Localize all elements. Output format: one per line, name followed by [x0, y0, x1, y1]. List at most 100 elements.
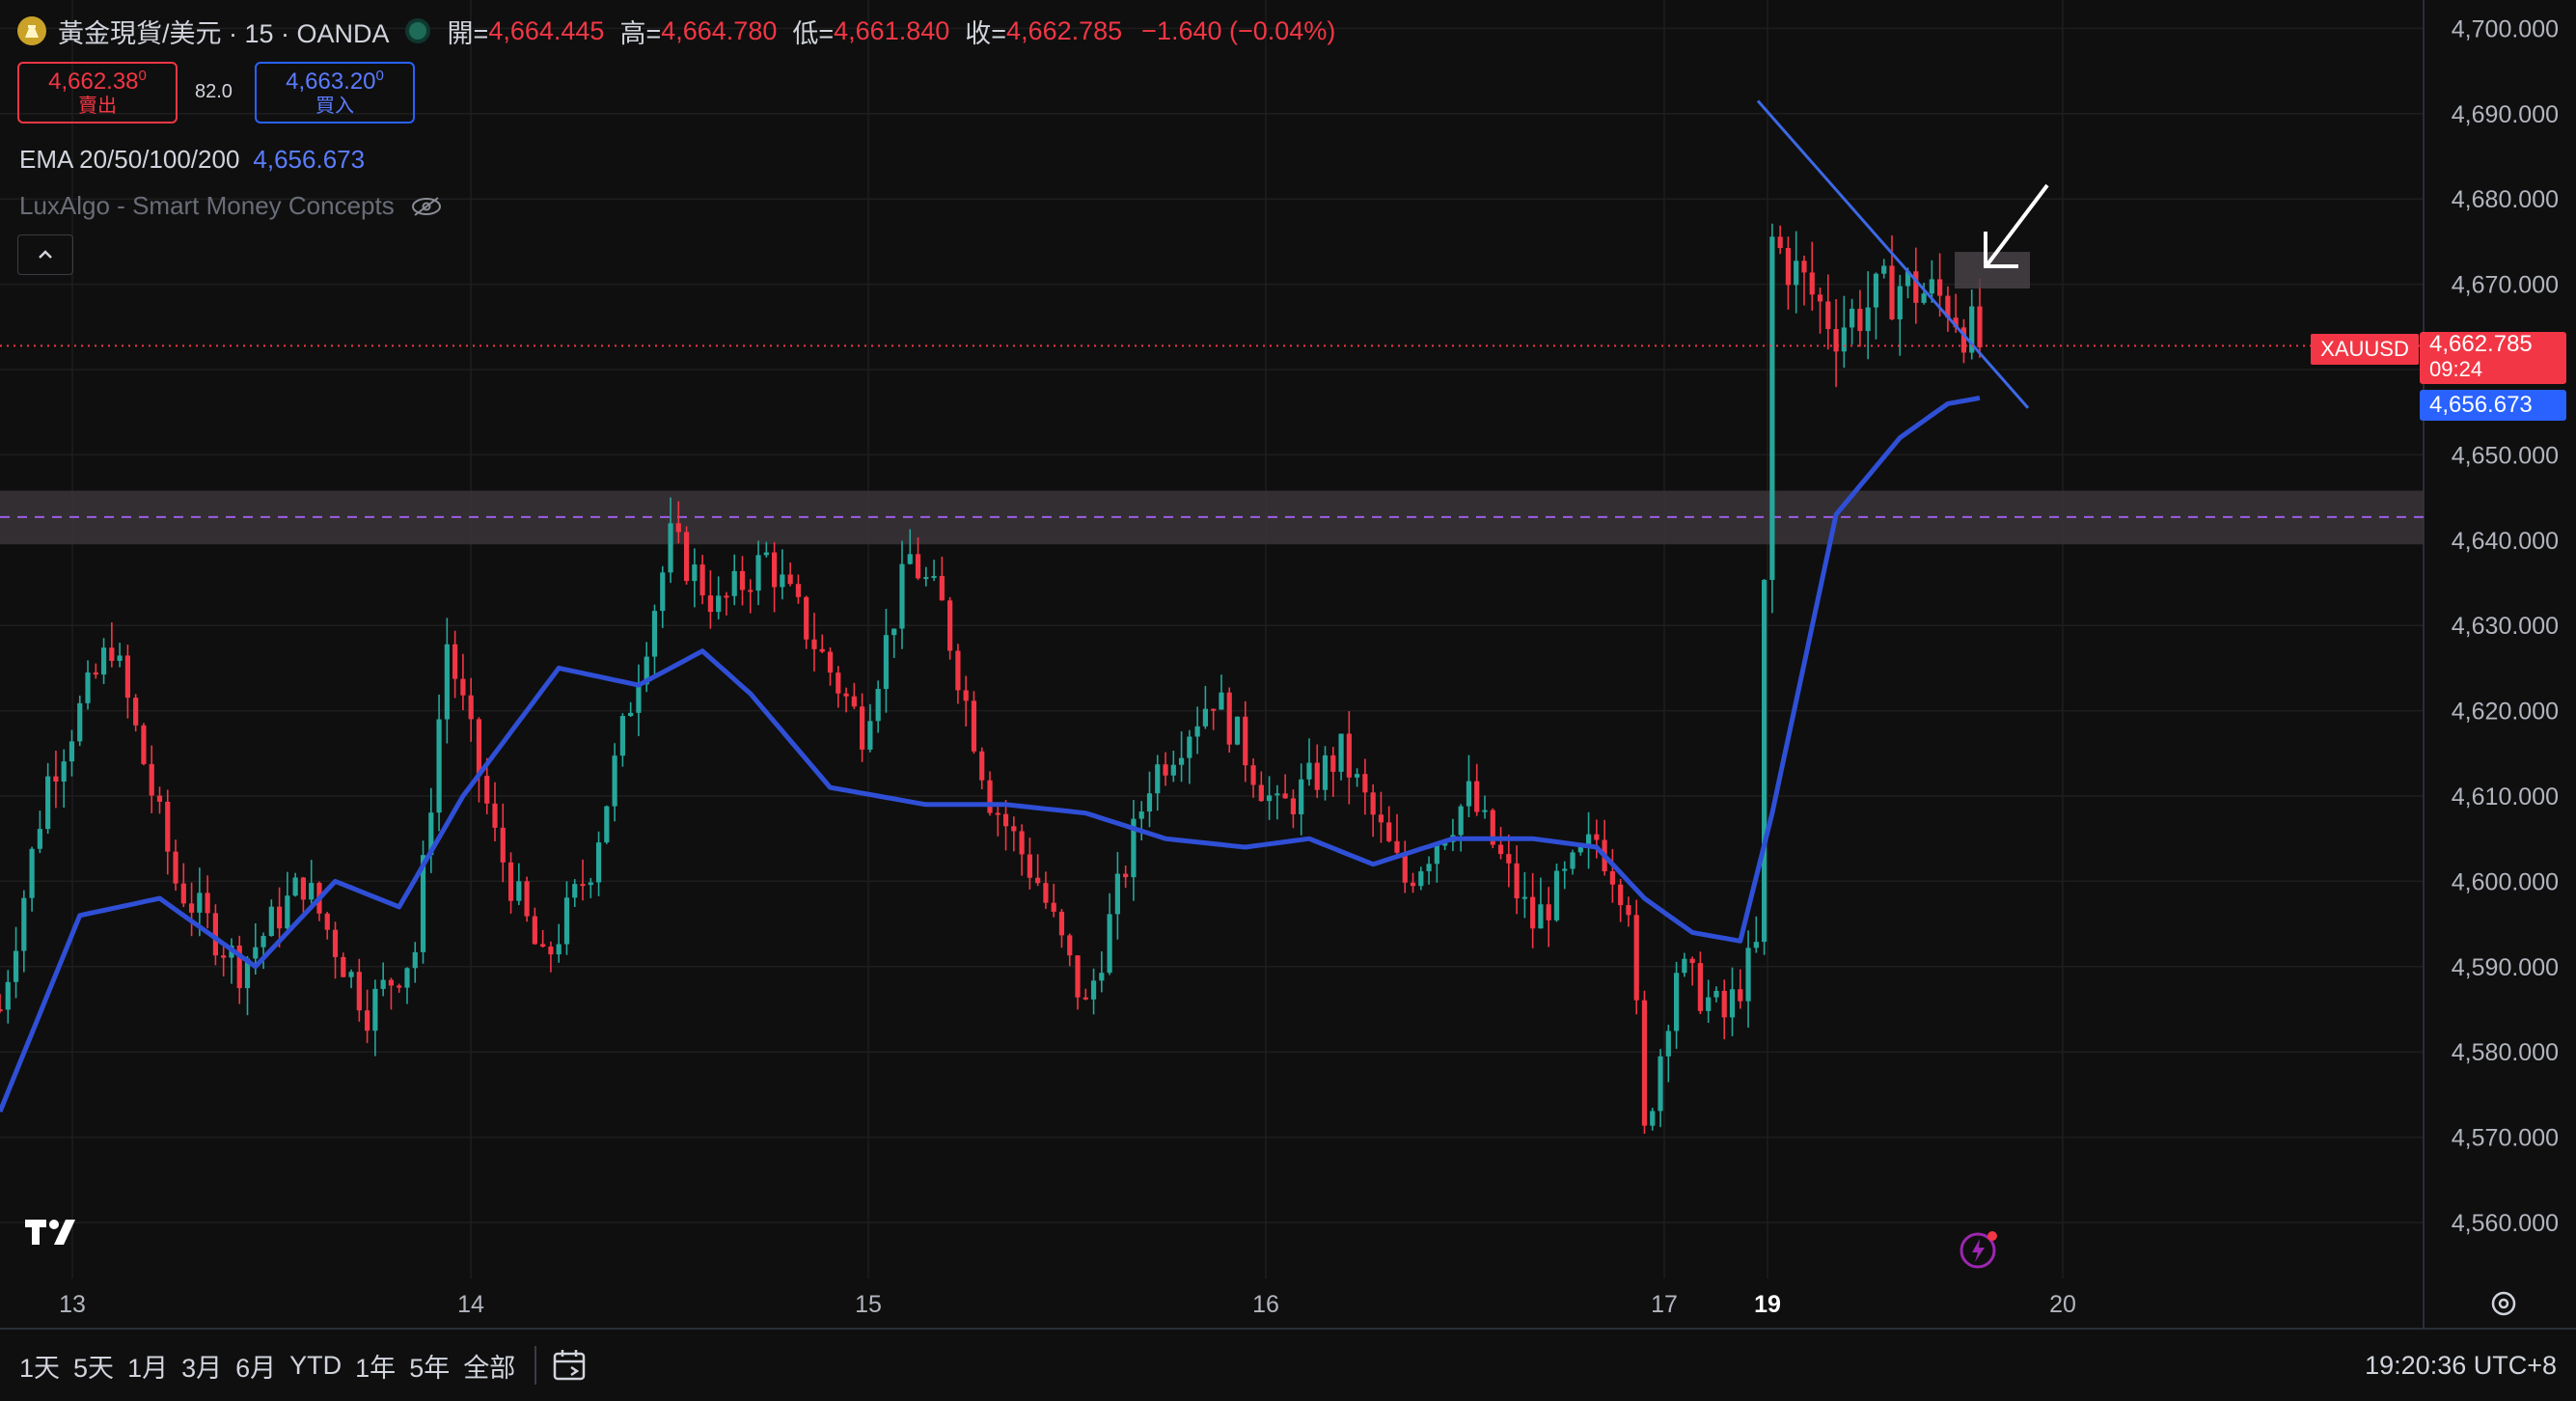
- candle-body: [923, 577, 929, 580]
- candle-body: [1418, 870, 1424, 887]
- range-5y-button[interactable]: 5年: [409, 1353, 451, 1383]
- buy-price: 4,663.20: [286, 69, 376, 96]
- price-tick-label: 4,580.000: [2452, 1039, 2559, 1066]
- candle-body: [628, 712, 634, 717]
- candle-body: [109, 647, 115, 661]
- candle-body: [309, 883, 315, 900]
- candle-body: [468, 695, 474, 720]
- candle-body: [1402, 852, 1408, 883]
- candle-body: [149, 763, 154, 796]
- candle-body: [93, 672, 98, 675]
- candle-body: [1482, 810, 1488, 812]
- candle-body: [748, 590, 754, 592]
- candle-body: [356, 972, 362, 1011]
- candle-body: [1282, 793, 1288, 799]
- buy-button[interactable]: 4,663.200 買入: [255, 62, 415, 124]
- gold-icon: [17, 16, 46, 45]
- candle-body: [668, 523, 673, 573]
- range-6m-button[interactable]: 6月: [235, 1353, 277, 1383]
- candle-body: [221, 955, 227, 958]
- range-1m-button[interactable]: 1月: [127, 1353, 169, 1383]
- candle-body: [1146, 793, 1153, 812]
- candle-body: [771, 552, 778, 588]
- candle-body: [276, 906, 283, 929]
- symbol-header: 黃金現貨/美元 · 15 · OANDA 開= 4,664.445 高= 4,664…: [17, 12, 1335, 50]
- candle-body: [1633, 915, 1639, 1001]
- grid: [0, 0, 2425, 1328]
- candle-body: [1219, 692, 1224, 710]
- date-range-icon[interactable]: [552, 1348, 590, 1383]
- range-1y-button[interactable]: 1年: [355, 1353, 397, 1383]
- range-all-button[interactable]: 全部: [463, 1353, 516, 1383]
- collapse-legend-button[interactable]: [17, 234, 73, 275]
- candle-body: [1706, 997, 1712, 1011]
- candle-body: [1155, 764, 1161, 794]
- candle-body: [1626, 905, 1631, 916]
- smc-label: LuxAlgo - Smart Money Concepts: [19, 191, 395, 220]
- time-axis: 13 14 15 16 17 19 20: [59, 1291, 2076, 1318]
- candle-body: [1809, 272, 1815, 295]
- candle-body: [69, 741, 75, 762]
- range-ytd-button[interactable]: YTD: [289, 1350, 343, 1380]
- clock-label[interactable]: 19:20:36 UTC+8: [2365, 1350, 2557, 1380]
- candle-body: [644, 656, 649, 685]
- candle-body: [1426, 864, 1432, 871]
- symbol-name[interactable]: 黃金現貨/美元 · 15 · OANDA: [58, 18, 390, 48]
- market-status-dot: [408, 22, 426, 40]
- candle-body: [1609, 870, 1615, 885]
- candle-body: [1753, 942, 1759, 948]
- smc-legend[interactable]: LuxAlgo - Smart Money Concepts: [19, 191, 443, 221]
- candle-body: [412, 951, 418, 969]
- range-1d-button[interactable]: 1天: [19, 1353, 61, 1383]
- sell-price: 4,662.38: [48, 69, 139, 96]
- candle-body: [1370, 792, 1376, 815]
- ema-legend[interactable]: EMA 20/50/100/200 4,656.673: [19, 145, 365, 175]
- ema-label: EMA 20/50/100/200: [19, 145, 240, 174]
- close-value: 4,662.785: [1006, 15, 1123, 45]
- ema-line: [0, 395, 1981, 1113]
- candle-body: [1953, 317, 1959, 328]
- price-tick-label: 4,620.000: [2452, 699, 2559, 726]
- candle-body: [484, 776, 490, 804]
- candle-body: [1801, 261, 1807, 273]
- candle-body: [867, 721, 873, 750]
- candle-body: [1362, 774, 1368, 793]
- candle-body: [1777, 236, 1783, 249]
- candle-body: [588, 882, 593, 886]
- candle-body: [1658, 1056, 1663, 1112]
- eye-hidden-icon[interactable]: [410, 196, 443, 217]
- candle-body: [236, 946, 242, 989]
- candle-body: [500, 827, 506, 863]
- candle-body: [1969, 306, 1975, 353]
- candle-body: [1641, 1000, 1648, 1126]
- candle-body: [795, 584, 802, 597]
- candle-body: [1107, 914, 1112, 974]
- candle-body: [692, 564, 698, 582]
- range-5d-button[interactable]: 5天: [73, 1353, 115, 1383]
- candle-body: [292, 877, 298, 896]
- candle-body: [212, 913, 219, 956]
- candle-body: [979, 751, 985, 781]
- candle-body: [1138, 811, 1144, 819]
- range-3m-button[interactable]: 3月: [181, 1353, 223, 1383]
- candle-body: [1850, 308, 1855, 328]
- candle-body: [580, 884, 586, 887]
- candle-body: [907, 554, 913, 564]
- spread-value: 82.0: [195, 81, 233, 102]
- candle-body: [683, 532, 690, 582]
- candle-body: [516, 881, 522, 901]
- candle-body: [804, 596, 809, 640]
- lightning-icon[interactable]: [1959, 1227, 2001, 1275]
- candle-body: [1170, 764, 1176, 776]
- candle-body: [1889, 265, 1895, 319]
- chevron-up-icon: [39, 250, 52, 259]
- candle-body: [1178, 757, 1185, 765]
- candle-body: [836, 673, 841, 694]
- sell-button[interactable]: 4,662.380 賣出: [17, 62, 178, 124]
- arrow-annotation: [1984, 183, 2049, 268]
- settings-icon[interactable]: [2487, 1287, 2520, 1325]
- candle-body: [1075, 955, 1081, 998]
- candle-body: [1833, 328, 1839, 352]
- price-axis: 4,560.000 4,570.000 4,580.000 4,590.000 4,60…: [2452, 15, 2559, 1237]
